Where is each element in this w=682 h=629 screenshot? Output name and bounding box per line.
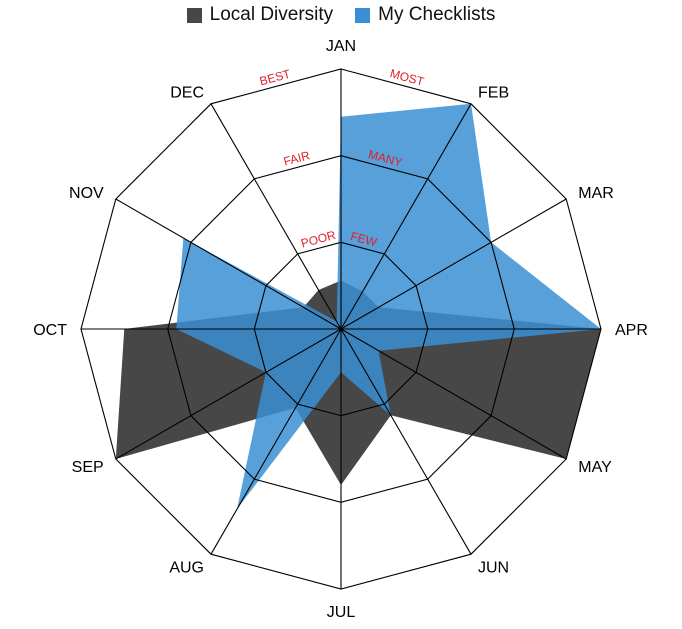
category-label-may: MAY	[578, 459, 612, 476]
scale-label-poor: POOR	[299, 228, 337, 251]
axis-spoke-feb	[340, 103, 472, 330]
grid-layer	[80, 68, 602, 590]
axis-spoke-aug	[210, 328, 342, 555]
axis-spoke-may	[340, 328, 567, 460]
scale-label-best: BEST	[258, 67, 293, 89]
legend-label-my-checklists: My Checklists	[378, 4, 496, 25]
series-layer	[115, 103, 602, 510]
category-label-aug: AUG	[169, 559, 204, 576]
legend-item-my-checklists[interactable]: My Checklists	[355, 4, 495, 26]
legend-swatch-local-diversity	[186, 7, 202, 23]
axis-spoke-dec	[210, 103, 342, 330]
axis-spoke-sep	[115, 328, 342, 460]
legend: Local Diversity My Checklists	[0, 4, 682, 26]
legend-label-local-diversity: Local Diversity	[209, 4, 334, 25]
scale-label-few: FEW	[349, 229, 379, 250]
legend-swatch-my-checklists	[355, 7, 371, 23]
series-area-my-checklists[interactable]	[176, 103, 602, 510]
category-label-sep: SEP	[72, 459, 104, 476]
scale-label-fair: FAIR	[282, 148, 312, 169]
category-label-feb: FEB	[478, 85, 509, 102]
category-label-oct: OCT	[33, 322, 67, 339]
axis-spoke-mar	[340, 198, 567, 330]
category-label-jun: JUN	[478, 559, 509, 576]
category-label-jan: JAN	[326, 38, 356, 55]
legend-item-local-diversity[interactable]: Local Diversity	[186, 4, 334, 26]
category-label-nov: NOV	[69, 185, 104, 202]
axis-spoke-nov	[115, 198, 342, 330]
label-layer: JAN FEB MAR APR MAY JUN JUL AUG SEP OCT NOV DEC POOR…	[33, 38, 648, 621]
category-label-mar: MAR	[578, 185, 614, 202]
scale-label-most: MOST	[388, 66, 426, 89]
axis-spoke-jun	[340, 328, 472, 555]
category-label-apr: APR	[615, 322, 648, 339]
category-label-dec: DEC	[170, 85, 204, 102]
category-label-jul: JUL	[327, 604, 356, 621]
